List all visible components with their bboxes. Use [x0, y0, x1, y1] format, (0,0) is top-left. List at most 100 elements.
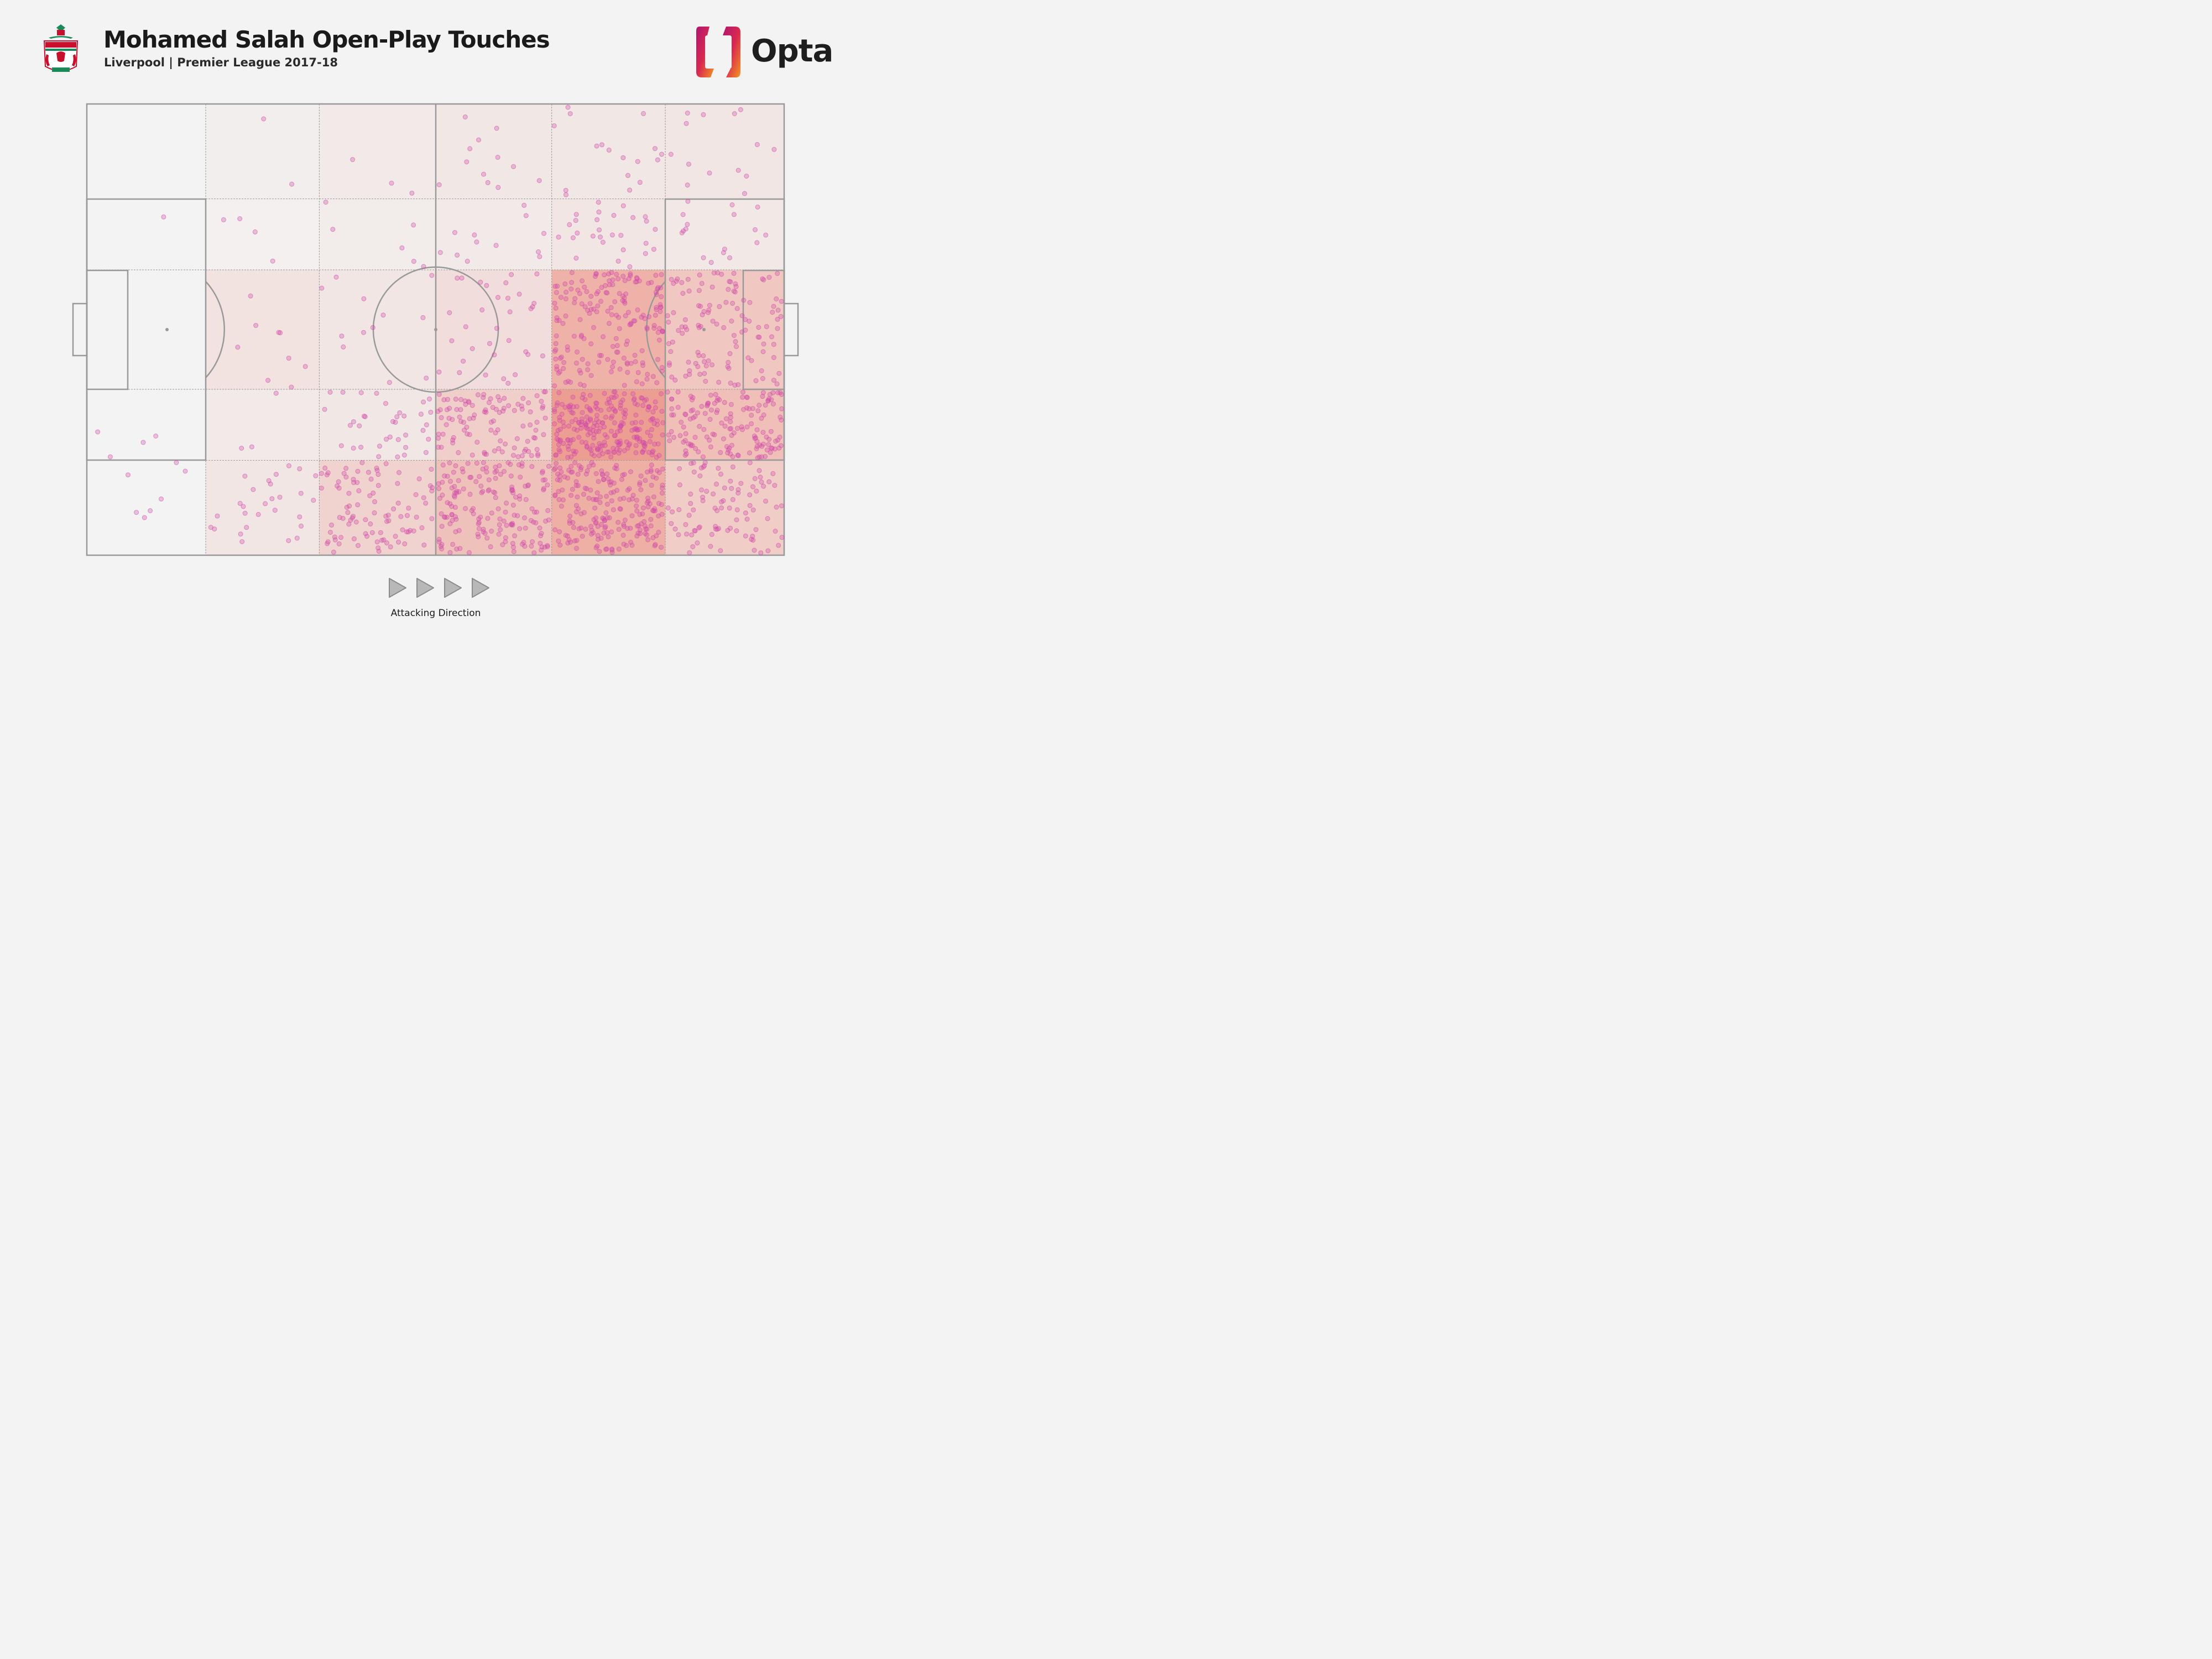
touch-point — [753, 435, 758, 441]
touch-point — [576, 420, 582, 425]
touch-point — [395, 500, 401, 506]
touch-point — [659, 272, 664, 278]
touch-point — [660, 329, 665, 335]
touch-point — [726, 366, 732, 371]
touch-point — [722, 247, 727, 252]
touch-point — [439, 511, 444, 517]
touch-point — [583, 425, 589, 430]
touch-point — [182, 468, 188, 474]
touch-point — [556, 497, 562, 502]
touch-point — [458, 397, 464, 402]
touch-point — [598, 535, 604, 541]
touch-point — [594, 217, 600, 222]
touch-point — [565, 475, 570, 481]
touch-point — [624, 360, 630, 366]
touch-point — [700, 454, 706, 460]
touch-point — [423, 500, 429, 506]
touch-point — [757, 442, 763, 448]
touch-point — [313, 473, 319, 478]
touch-point — [726, 447, 731, 453]
touch-point — [594, 413, 599, 418]
touch-point — [696, 288, 702, 293]
touch-point — [611, 481, 617, 486]
heat-zone-r1-c4 — [551, 199, 666, 270]
touch-point — [467, 146, 473, 152]
touch-point — [496, 446, 502, 451]
touch-point — [450, 417, 455, 422]
touch-point — [561, 360, 567, 365]
touch-point — [522, 515, 527, 520]
touch-point — [523, 525, 528, 531]
touch-point — [350, 157, 356, 162]
touch-point — [686, 288, 692, 294]
touch-point — [612, 465, 618, 471]
touch-point — [542, 415, 548, 421]
touch-point — [390, 419, 395, 424]
touch-point — [777, 435, 782, 440]
touch-point — [776, 445, 782, 451]
touch-point — [241, 504, 246, 509]
touch-point — [573, 479, 579, 484]
touch-point — [441, 397, 447, 403]
touch-point — [621, 541, 627, 547]
touch-point — [495, 506, 501, 512]
touch-point — [711, 491, 716, 497]
touch-point — [448, 478, 453, 484]
touch-point — [601, 530, 607, 536]
touch-point — [754, 240, 760, 246]
touch-point — [493, 243, 499, 248]
touch-point — [486, 477, 492, 483]
touch-point — [557, 542, 563, 548]
touch-point — [575, 483, 581, 488]
touch-point — [495, 154, 500, 160]
touch-point — [593, 274, 598, 279]
touch-point — [252, 229, 258, 234]
touch-point — [739, 329, 744, 335]
touch-point — [286, 538, 291, 544]
touch-point — [598, 443, 603, 448]
touch-point — [659, 294, 664, 299]
touch-point — [615, 276, 621, 281]
touch-point — [621, 522, 627, 527]
touch-point — [596, 479, 601, 484]
touch-point — [707, 170, 712, 176]
touch-point — [420, 315, 426, 320]
touch-point — [557, 449, 562, 455]
touch-point — [126, 472, 131, 478]
touch-point — [493, 476, 498, 481]
touch-point — [704, 488, 709, 494]
touch-point — [594, 417, 599, 422]
touch-point — [387, 434, 393, 440]
touch-point — [628, 361, 634, 366]
touch-point — [478, 514, 483, 520]
touch-point — [573, 218, 578, 223]
touch-point — [554, 364, 560, 369]
touch-point — [429, 467, 434, 472]
touch-point — [593, 471, 599, 476]
touch-point — [509, 272, 514, 278]
touch-point — [705, 401, 711, 406]
touch-point — [609, 414, 615, 419]
touch-point — [632, 401, 638, 406]
touch-point — [754, 488, 759, 494]
touch-point — [414, 514, 419, 520]
touch-point — [568, 493, 574, 498]
touch-point — [594, 309, 599, 315]
touch-point — [161, 214, 166, 220]
touch-point — [556, 390, 562, 395]
touch-point — [643, 478, 648, 483]
touch-point — [596, 200, 601, 205]
touch-point — [683, 373, 688, 379]
touch-point — [492, 469, 498, 475]
touch-point — [702, 371, 707, 376]
touch-point — [504, 500, 509, 506]
touch-point — [764, 324, 769, 330]
touch-point — [563, 533, 568, 538]
touch-point — [463, 506, 468, 512]
touch-point — [484, 283, 489, 288]
touch-point — [536, 178, 542, 184]
touch-point — [645, 498, 651, 504]
touch-point — [541, 432, 546, 437]
touch-point — [462, 398, 468, 404]
touch-point — [695, 364, 701, 369]
